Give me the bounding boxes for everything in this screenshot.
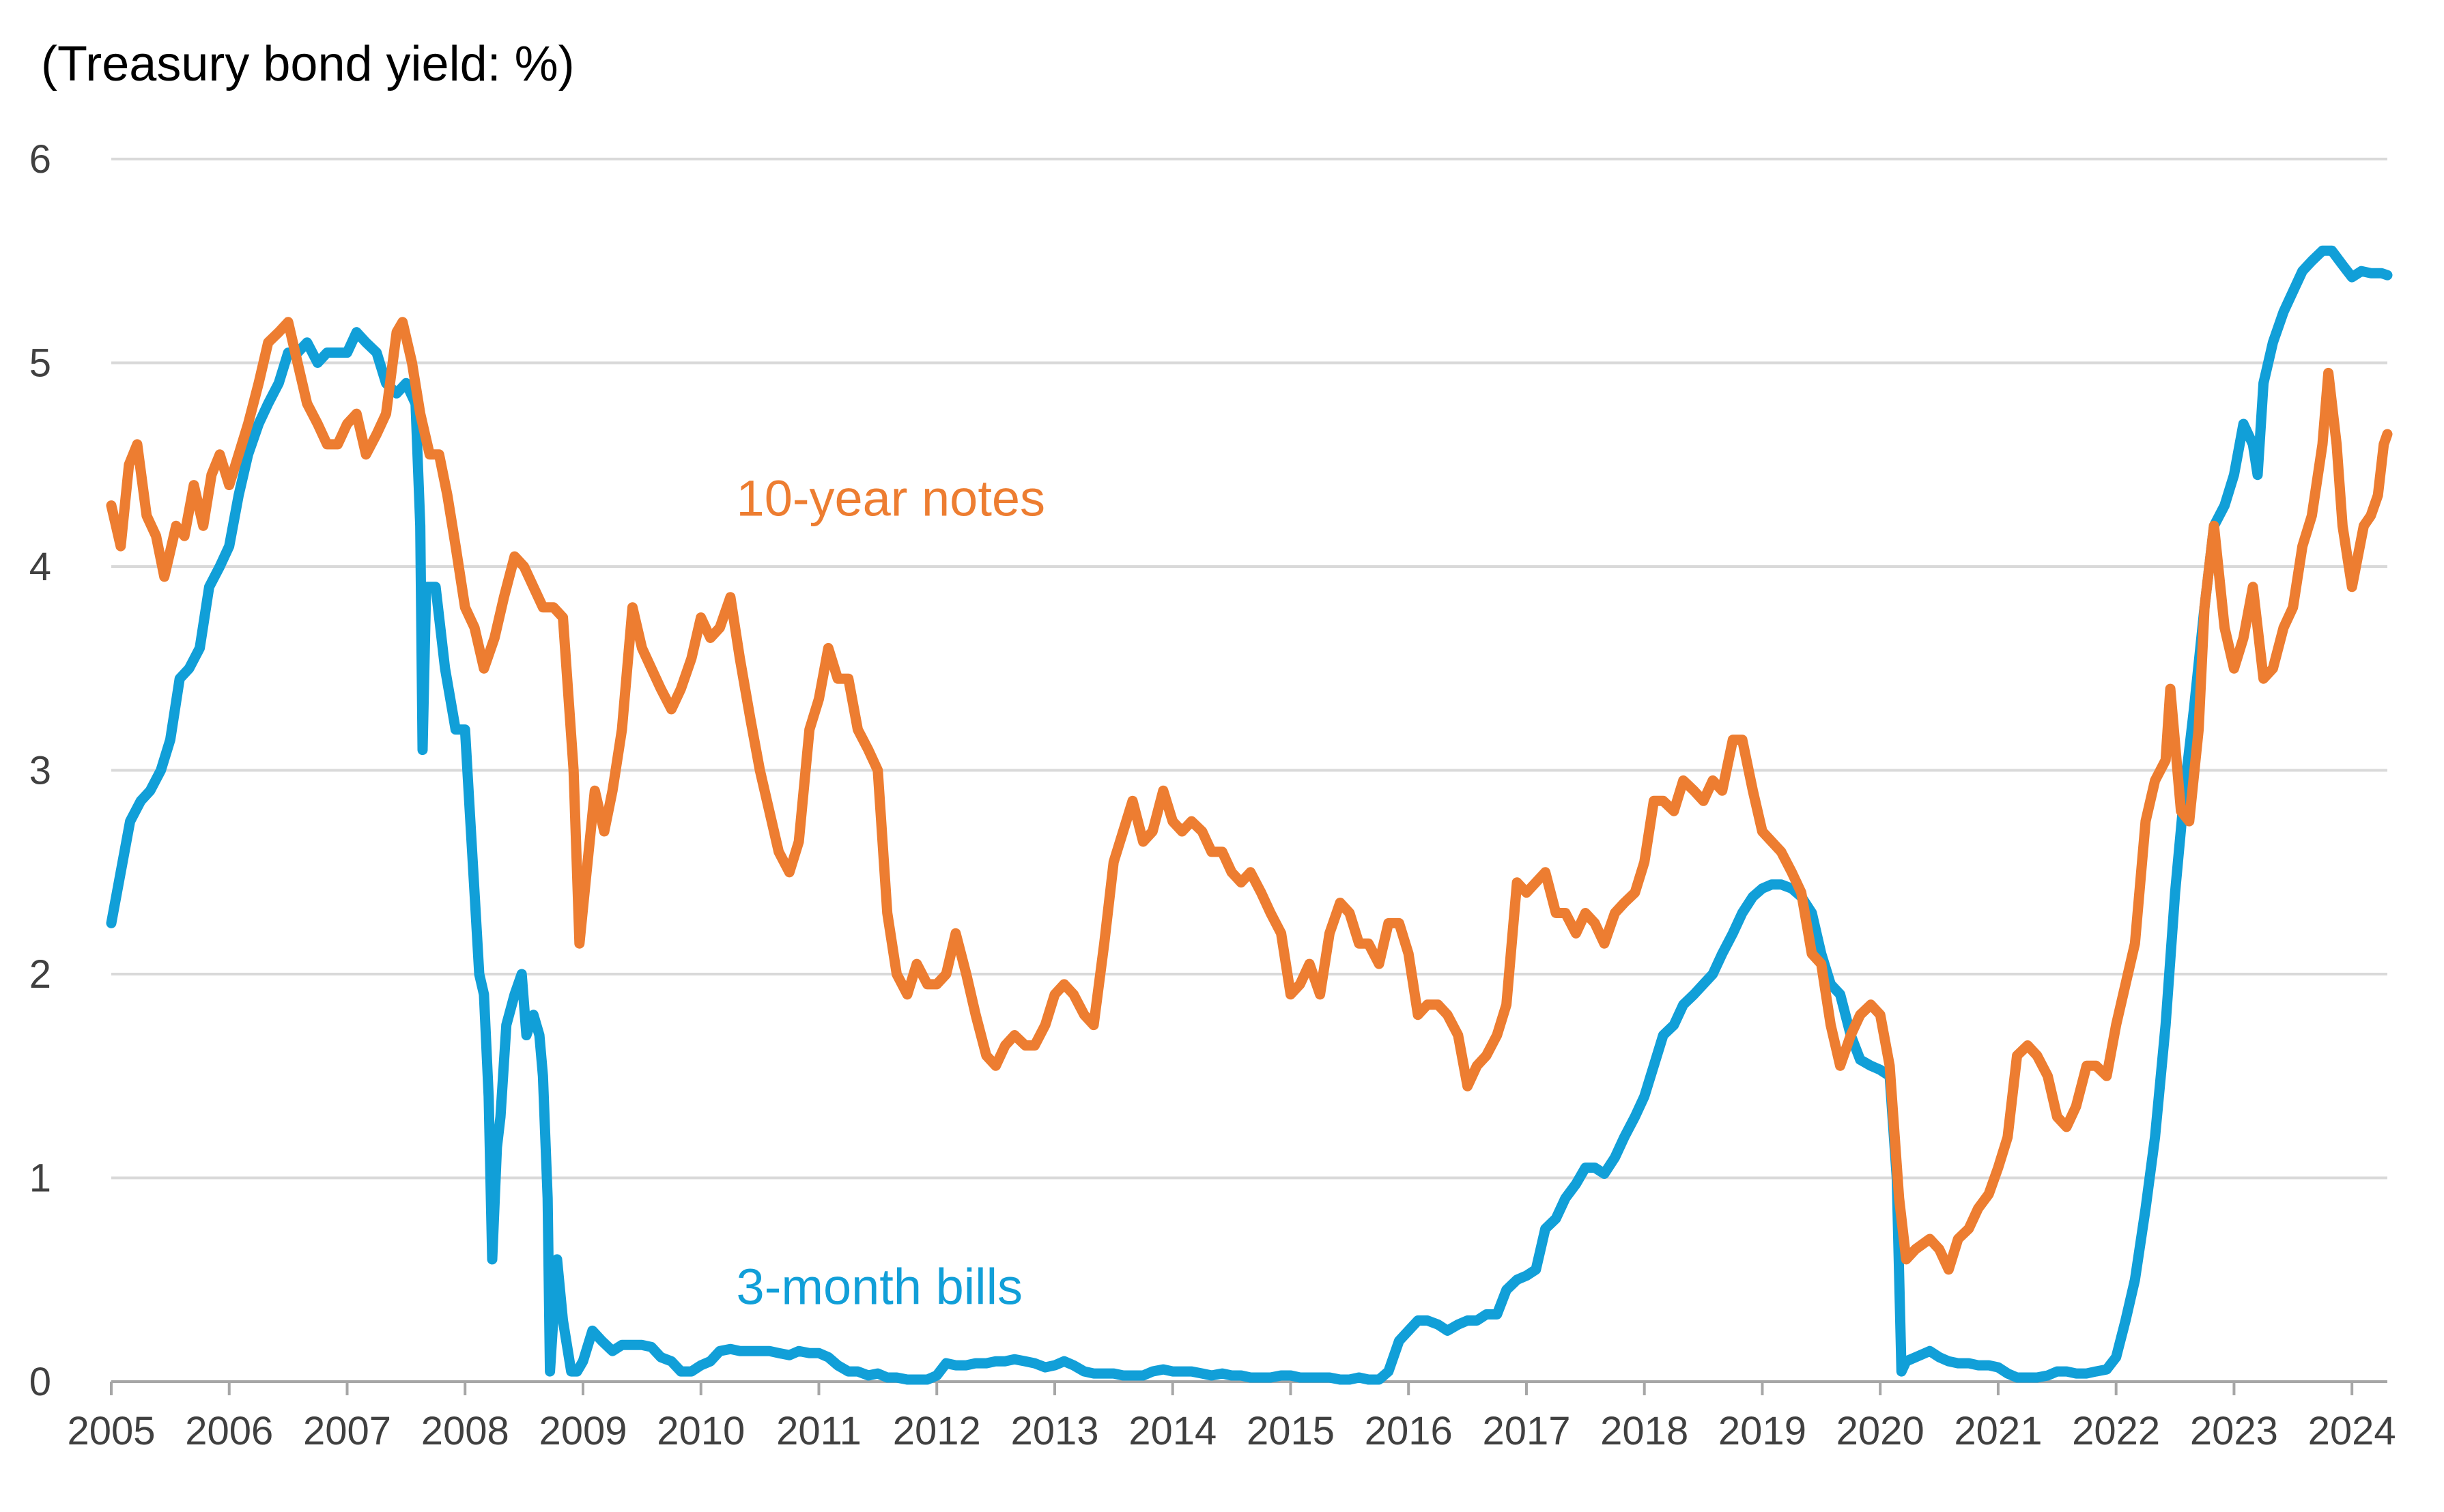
- x-tick-label: 2009: [539, 1409, 627, 1453]
- series-labels: 10-year notes 3-month bills: [737, 470, 1046, 1315]
- x-axis: 2005 2006 2007 2008 2009 2010 2011 2012 2013 2014…: [67, 1380, 2396, 1453]
- x-tick-label: 2024: [2308, 1409, 2396, 1453]
- x-tick-label: 2014: [1128, 1409, 1217, 1453]
- x-tick-label: 2017: [1482, 1409, 1570, 1453]
- series-label-3-month-bills: 3-month bills: [737, 1259, 1023, 1315]
- x-tick-label: 2006: [185, 1409, 273, 1453]
- y-tick-label: 1: [29, 1156, 51, 1201]
- x-tick-label: 2010: [657, 1409, 745, 1453]
- y-unit-label: (Treasury bond yield: %): [41, 37, 575, 91]
- x-tick-label: 2013: [1010, 1409, 1098, 1453]
- gridlines: [111, 158, 2387, 1180]
- x-tick-label: 2021: [1954, 1409, 2042, 1453]
- x-tick-label: 2007: [303, 1409, 391, 1453]
- x-tick-label: 2020: [1836, 1409, 1924, 1453]
- x-tick-label: 2015: [1247, 1409, 1335, 1453]
- x-tick-label: 2019: [1718, 1409, 1806, 1453]
- y-tick-label: 6: [29, 137, 51, 182]
- y-axis-ticks: 0 1 2 3 4 5 6: [29, 137, 51, 1404]
- y-tick-label: 5: [29, 341, 51, 386]
- series-lines: [106, 245, 2393, 1385]
- series-line-3-month-bills: [106, 245, 2393, 1385]
- x-tick-label: 2023: [2190, 1409, 2278, 1453]
- y-tick-label: 0: [29, 1360, 51, 1404]
- x-tick-label: 2016: [1365, 1409, 1453, 1453]
- x-tick-label: 2011: [776, 1409, 862, 1453]
- x-tick-label: 2022: [2072, 1409, 2160, 1453]
- y-tick-label: 2: [29, 952, 51, 997]
- x-tick-label: 2012: [893, 1409, 981, 1453]
- series-line-10-year-notes: [106, 317, 2393, 1275]
- y-tick-label: 3: [29, 749, 51, 793]
- x-tick-label: 2018: [1600, 1409, 1688, 1453]
- y-tick-label: 4: [29, 545, 51, 589]
- x-tick-label: 2005: [67, 1409, 155, 1453]
- series-label-10-year-notes: 10-year notes: [737, 470, 1046, 526]
- x-tick-label: 2008: [421, 1409, 509, 1453]
